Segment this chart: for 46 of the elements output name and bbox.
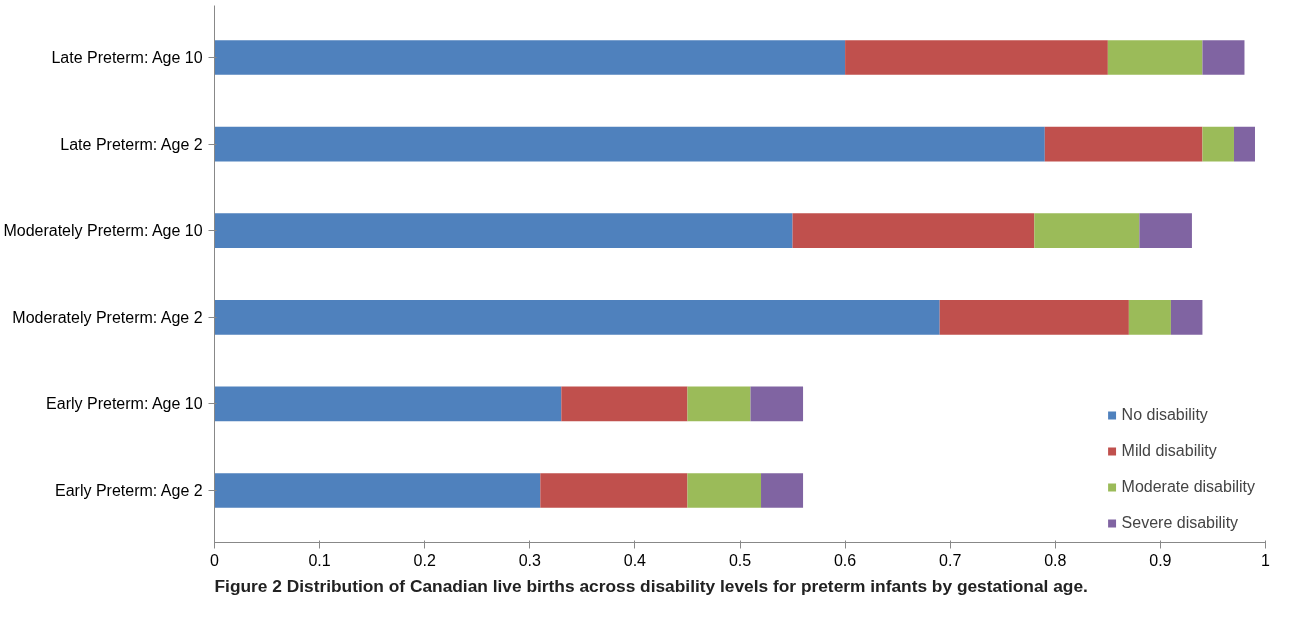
bar bbox=[214, 213, 793, 249]
bar bbox=[792, 213, 1035, 249]
x-tick-label: 0.7 bbox=[939, 551, 962, 569]
bar bbox=[845, 40, 1108, 75]
x-tick-label: 0.5 bbox=[728, 551, 752, 569]
bar bbox=[750, 386, 804, 422]
y-tick-label: Moderately Preterm: Age 2 bbox=[12, 308, 203, 326]
bar bbox=[761, 473, 804, 508]
y-tick-label: Moderately Preterm: Age 10 bbox=[3, 222, 203, 240]
bar bbox=[1202, 126, 1234, 162]
x-tick-label: 1 bbox=[1261, 551, 1271, 569]
x-tick-label: 0.8 bbox=[1044, 551, 1067, 569]
bar bbox=[214, 299, 940, 335]
bar bbox=[214, 386, 562, 422]
bar bbox=[1170, 299, 1203, 335]
legend-label: Mild disability bbox=[1121, 442, 1217, 460]
x-tick-label: 0.4 bbox=[623, 551, 647, 569]
x-tick-label: 0.3 bbox=[518, 551, 542, 569]
bar bbox=[214, 40, 846, 75]
bar bbox=[939, 299, 1129, 335]
y-tick-label: Late Preterm: Age 2 bbox=[60, 135, 203, 153]
legend-label: Severe disability bbox=[1121, 514, 1239, 532]
bar bbox=[1202, 40, 1245, 75]
bar bbox=[540, 473, 688, 508]
bar bbox=[687, 386, 751, 422]
legend-label: Moderate disability bbox=[1121, 478, 1255, 496]
bar bbox=[1128, 299, 1171, 335]
bar bbox=[1139, 213, 1192, 249]
bar bbox=[1044, 126, 1203, 162]
x-tick-label: 0.1 bbox=[308, 551, 331, 569]
text: Figure 2 Distribution of Canadian live births across disability levels for preterm infants by gestational age. bbox=[214, 575, 1088, 596]
x-tick-label: 0.9 bbox=[1149, 551, 1172, 569]
x-tick-label: 0.2 bbox=[413, 551, 436, 569]
bar bbox=[214, 473, 541, 508]
bar bbox=[1034, 213, 1140, 249]
y-tick-label: Early Preterm: Age 2 bbox=[55, 482, 203, 500]
bar bbox=[1233, 126, 1255, 162]
bar bbox=[1107, 40, 1203, 75]
y-tick-label: Early Preterm: Age 10 bbox=[46, 395, 203, 413]
bar bbox=[687, 473, 762, 508]
y-tick-label: Late Preterm: Age 10 bbox=[51, 48, 203, 66]
bar bbox=[214, 126, 1045, 162]
x-tick-label: 0.6 bbox=[833, 551, 857, 569]
bar bbox=[561, 386, 688, 422]
legend-label: No disability bbox=[1121, 406, 1208, 424]
x-tick-label: 0 bbox=[210, 551, 220, 569]
